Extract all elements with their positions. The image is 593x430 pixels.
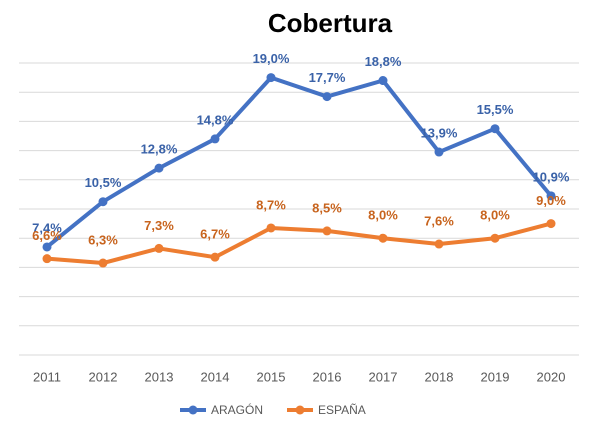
point <box>434 147 444 157</box>
data-label: 8,0% <box>368 208 398 223</box>
point <box>266 223 276 233</box>
data-label: 6,7% <box>200 227 230 242</box>
point <box>378 76 388 86</box>
point <box>546 191 556 201</box>
legend-marker <box>188 405 198 415</box>
series-line <box>45 75 553 249</box>
x-tick-label: 2015 <box>257 369 286 384</box>
data-label: 8,7% <box>256 197 286 212</box>
data-label: 12,8% <box>141 142 178 157</box>
data-label: 13,9% <box>421 125 458 140</box>
legend-label: ESPAÑA <box>318 403 366 417</box>
data-label: 14,8% <box>197 112 234 127</box>
x-tick-label: 2017 <box>369 369 398 384</box>
point <box>42 242 52 252</box>
point <box>434 239 444 249</box>
series-line <box>46 221 552 266</box>
data-label: 7,3% <box>144 218 174 233</box>
data-label: 10,5% <box>85 175 122 190</box>
data-label: 6,6% <box>32 228 62 243</box>
point <box>154 163 164 173</box>
x-tick-label: 2014 <box>201 369 230 384</box>
point <box>546 219 556 229</box>
x-tick-label: 2011 <box>33 369 61 384</box>
data-label: 8,5% <box>312 200 342 215</box>
legend-label: ARAGÓN <box>211 402 263 417</box>
data-label: 15,5% <box>477 102 514 117</box>
x-tick-label: 2016 <box>313 369 342 384</box>
point <box>266 73 276 83</box>
point <box>322 226 332 236</box>
data-label: 19,0% <box>253 51 290 66</box>
data-label: 8,0% <box>480 208 510 223</box>
data-label: 9,0% <box>536 193 566 208</box>
point <box>490 233 500 243</box>
point <box>154 243 164 253</box>
legend-marker <box>295 405 305 415</box>
data-label: 10,9% <box>533 169 570 184</box>
point <box>98 197 108 207</box>
data-label: 7,4% <box>32 220 62 235</box>
point <box>378 233 388 243</box>
x-tick-label: 2019 <box>481 369 510 384</box>
point <box>490 124 500 134</box>
data-label: 6,3% <box>88 232 118 247</box>
x-tick-label: 2012 <box>89 369 118 384</box>
point <box>98 258 108 268</box>
point <box>210 252 220 262</box>
x-tick-label: 2020 <box>537 369 566 384</box>
point <box>42 254 52 264</box>
point <box>322 92 332 102</box>
data-label: 18,8% <box>365 54 402 69</box>
data-label: 7,6% <box>424 213 454 228</box>
data-label: 17,7% <box>309 70 346 85</box>
point <box>210 134 220 144</box>
chart-title: Cobertura <box>268 8 393 38</box>
x-tick-label: 2018 <box>425 369 454 384</box>
x-tick-label: 2013 <box>145 369 174 384</box>
